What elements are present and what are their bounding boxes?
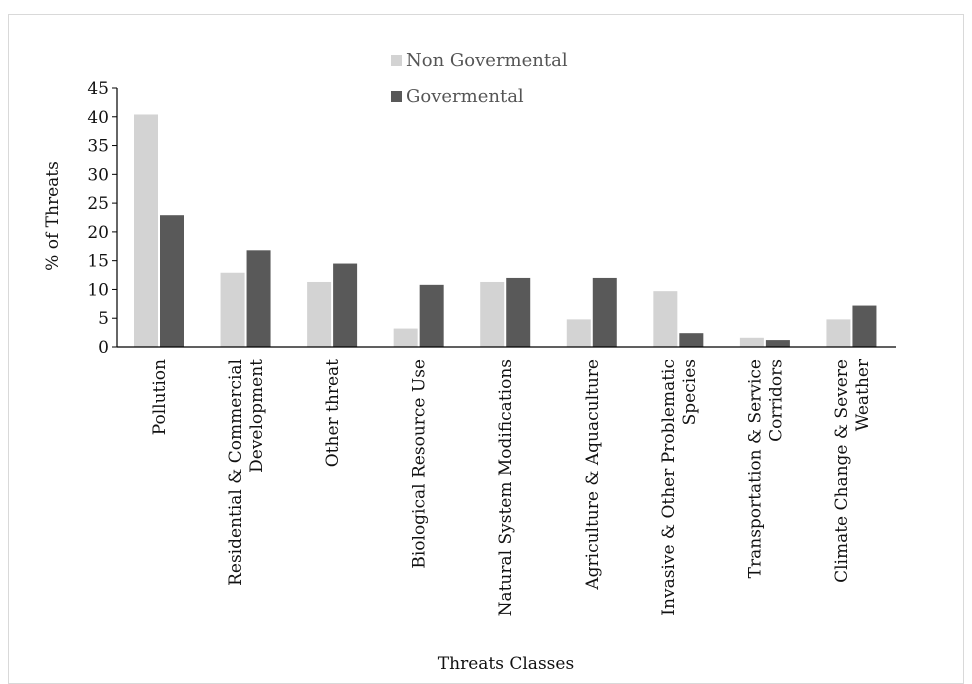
x-category-label-line: Pollution bbox=[150, 359, 170, 435]
x-category-label: Transportation & ServiceCorridors bbox=[745, 359, 786, 578]
bar-non-govermental bbox=[220, 272, 245, 347]
x-category-label: Residential & CommercialDevelopment bbox=[226, 359, 267, 586]
bar-govermental bbox=[333, 263, 358, 347]
x-category-label: Natural System Modifications bbox=[496, 359, 516, 616]
bar-govermental bbox=[592, 277, 617, 347]
bar-govermental bbox=[506, 277, 531, 347]
x-category-label: Climate Change & SevereWeather bbox=[832, 358, 873, 583]
bar-govermental bbox=[419, 284, 444, 347]
y-tick-label: 30 bbox=[87, 165, 109, 185]
bar-non-govermental bbox=[566, 319, 591, 347]
legend-label: Govermental bbox=[406, 86, 524, 107]
x-category-label-line: Weather bbox=[853, 358, 873, 431]
x-category-label-line: Residential & Commercial bbox=[226, 359, 246, 586]
x-axis-title: Threats Classes bbox=[438, 654, 574, 674]
y-axis-title: % of Threats bbox=[43, 161, 63, 271]
bar-govermental bbox=[160, 215, 184, 347]
x-category-label-line: Transportation & Service bbox=[745, 359, 765, 578]
x-category-label: Pollution bbox=[150, 359, 170, 435]
bar-non-govermental bbox=[307, 281, 332, 347]
legend-swatch bbox=[391, 55, 402, 66]
bar-govermental bbox=[765, 340, 790, 347]
y-tick-label: 25 bbox=[87, 194, 109, 214]
bar-non-govermental bbox=[134, 114, 158, 347]
x-axis: Pollution Residential & CommercialDevelop… bbox=[117, 346, 896, 616]
bar-govermental bbox=[246, 250, 271, 347]
y-tick-label: 40 bbox=[87, 108, 109, 128]
bar-govermental bbox=[852, 305, 877, 347]
bar-non-govermental bbox=[826, 319, 851, 347]
x-category-label-line: Species bbox=[680, 359, 700, 425]
x-category-label-line: Biological Resource Use bbox=[410, 359, 430, 569]
bar-govermental bbox=[679, 333, 704, 347]
bar-non-govermental bbox=[480, 281, 505, 347]
x-category-label-line: Other threat bbox=[323, 359, 343, 467]
x-category-label: Invasive & Other ProblematicSpecies bbox=[659, 359, 700, 616]
x-category-label: Agriculture & Aquaculture bbox=[583, 359, 603, 591]
legend-swatch bbox=[391, 91, 402, 102]
y-tick-label: 0 bbox=[98, 338, 109, 358]
x-category-label-line: Climate Change & Severe bbox=[832, 359, 852, 583]
y-axis: 0 5 10 15 20 25 30 35 40 45 bbox=[87, 79, 118, 358]
x-category-label-line: Development bbox=[247, 359, 267, 473]
x-category-label: Other threat bbox=[323, 359, 343, 467]
bar-non-govermental bbox=[653, 291, 678, 347]
x-category-label-line: Natural System Modifications bbox=[496, 359, 516, 616]
y-tick-label: 35 bbox=[87, 137, 109, 157]
y-tick-label: 20 bbox=[87, 223, 109, 243]
bars bbox=[134, 114, 877, 347]
legend: Non Govermental Govermental bbox=[391, 50, 568, 107]
x-category-label: Biological Resource Use bbox=[410, 359, 430, 569]
chart-frame bbox=[8, 14, 964, 684]
bar-non-govermental bbox=[393, 328, 418, 347]
x-category-label-line: Agriculture & Aquaculture bbox=[583, 359, 603, 591]
y-tick-label: 5 bbox=[98, 309, 109, 329]
bar-non-govermental bbox=[739, 337, 764, 347]
y-tick-label: 15 bbox=[87, 252, 109, 272]
legend-label: Non Govermental bbox=[406, 50, 568, 71]
x-category-label-line: Invasive & Other Problematic bbox=[659, 359, 679, 616]
x-category-label-line: Corridors bbox=[766, 359, 786, 442]
y-tick-label: 45 bbox=[87, 79, 109, 99]
y-tick-label: 10 bbox=[87, 280, 109, 300]
